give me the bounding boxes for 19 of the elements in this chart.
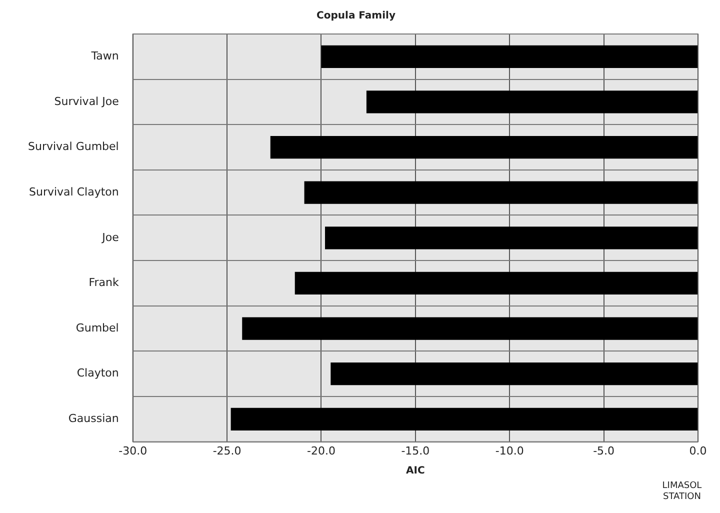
x-axis-title: AIC [406,466,425,477]
x-tick-label: -15.0 [401,444,430,458]
y-tick-label: Joe [101,230,120,244]
y-tick-label: Survival Joe [54,94,120,108]
y-tick-label: Gaussian [68,412,119,426]
y-tick-label: Survival Clayton [29,185,119,198]
x-tick-label: -30.0 [118,444,148,458]
y-tick-label: Gumbel [76,321,119,334]
text: LIMASOL STATION [661,481,703,503]
chart-title: Copula Family [316,10,396,22]
y-tick-label: Frank [88,276,120,290]
x-tick-label: -20.0 [307,444,336,458]
y-tick-label: Tawn [90,50,119,63]
x-tick-label: -10.0 [495,444,524,458]
x-tick-label: -5.0 [593,444,615,458]
x-tick-label: 0.0 [689,444,707,458]
y-tick-label: Clayton [76,366,119,380]
x-tick-label: -25.0 [212,444,242,458]
y-tick-label: Survival Gumbel [28,140,119,154]
